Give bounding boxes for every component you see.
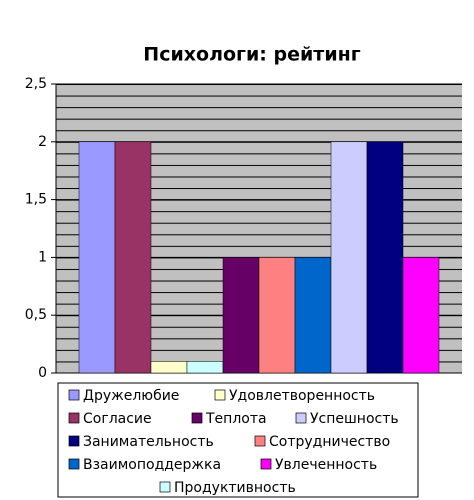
- bar: [150, 361, 188, 374]
- bar: [78, 141, 116, 374]
- bar: [258, 257, 296, 374]
- legend-swatch: [68, 435, 80, 447]
- bar: [186, 361, 224, 374]
- legend-label: Увлеченность: [275, 457, 377, 473]
- legend-label: Успешность: [310, 411, 399, 427]
- bar: [402, 257, 440, 374]
- bar: [330, 141, 368, 374]
- legend-label: Теплота: [205, 411, 267, 427]
- y-tick-label: 1,5: [25, 192, 47, 208]
- bar: [222, 257, 260, 374]
- y-tick-label: 2: [38, 134, 47, 150]
- legend-label: Занимательность: [83, 434, 214, 450]
- chart-title: Психологи: рейтинг: [143, 44, 360, 66]
- bar: [366, 141, 404, 374]
- legend-label: Согласие: [83, 411, 152, 427]
- legend: [57, 382, 419, 498]
- bar: [114, 141, 152, 374]
- legend-swatch: [68, 412, 80, 424]
- legend-label: Продуктивность: [174, 480, 296, 496]
- legend-swatch: [68, 458, 80, 470]
- legend-swatch: [191, 412, 203, 424]
- y-tick-label: 0: [38, 365, 47, 381]
- legend-swatch: [260, 458, 272, 470]
- y-tick-label: 1: [38, 249, 47, 265]
- legend-label: Удовлетворенность: [229, 388, 375, 404]
- legend-swatch: [254, 435, 266, 447]
- y-tick-label: 0,5: [25, 307, 47, 323]
- legend-swatch: [68, 389, 80, 401]
- legend-label: Сотрудничество: [269, 434, 390, 450]
- y-tick-label: 2,5: [25, 76, 47, 92]
- legend-swatch: [295, 412, 307, 424]
- legend-label: Взаимоподдержка: [83, 457, 221, 473]
- legend-label: Дружелюбие: [83, 388, 179, 404]
- bar: [294, 257, 332, 374]
- legend-swatch: [159, 481, 171, 493]
- legend-swatch: [214, 389, 226, 401]
